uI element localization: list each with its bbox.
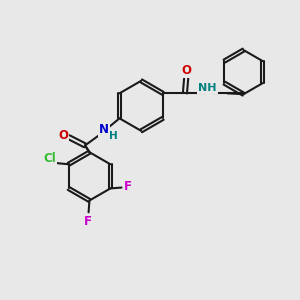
Text: O: O <box>182 64 191 77</box>
Text: F: F <box>124 181 132 194</box>
Text: H: H <box>109 131 117 141</box>
Text: F: F <box>84 214 92 228</box>
Text: Cl: Cl <box>44 152 56 165</box>
Text: N: N <box>99 123 109 136</box>
Text: NH: NH <box>198 83 217 93</box>
Text: O: O <box>58 129 68 142</box>
